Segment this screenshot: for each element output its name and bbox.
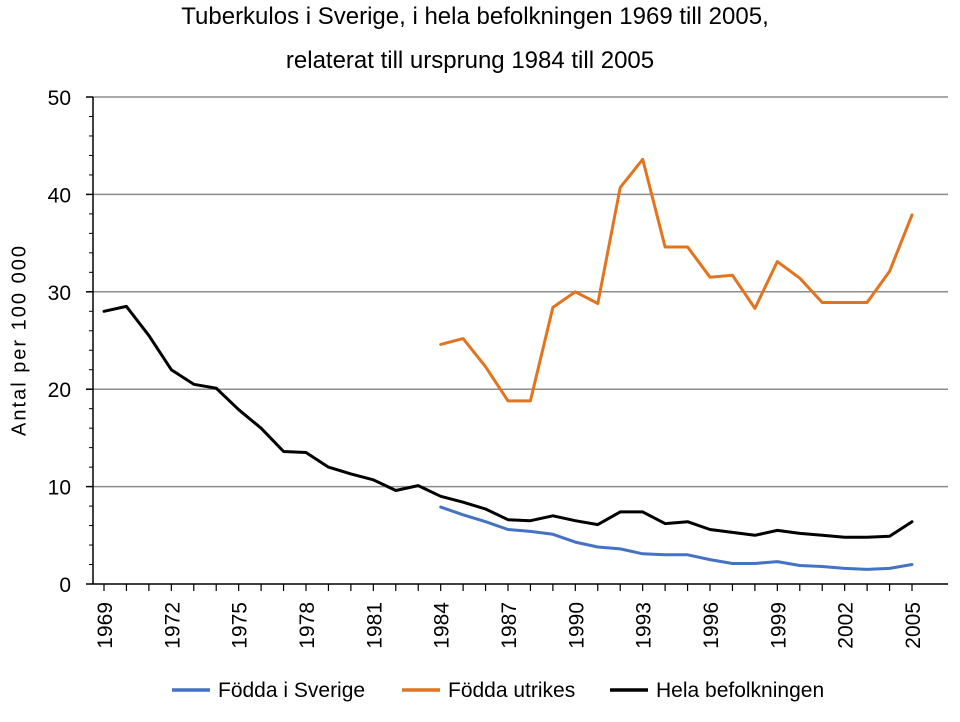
x-tick-label: 1975	[229, 602, 252, 649]
x-tick-label: 1990	[565, 602, 588, 649]
x-tick-label: 1978	[296, 602, 319, 649]
y-tick-label: 20	[48, 379, 71, 402]
y-tick-label: 40	[48, 184, 71, 207]
x-tick-label: 2005	[902, 602, 925, 649]
series-line-födda-utrikes	[439, 157, 914, 403]
legend-label: Födda utrikes	[448, 679, 575, 702]
y-tick-label: 30	[48, 282, 71, 305]
x-tick-label: 1996	[700, 602, 723, 649]
series-line-hela-befolkningen	[102, 304, 914, 539]
y-axis-ticks: 0 10 20 30 40 50	[48, 87, 93, 597]
legend-label: Hela befolkningen	[656, 679, 824, 702]
x-axis-ticks: 1969 1972 1975 1978 1981 1984 1987 1990 1993 1996…	[94, 584, 925, 649]
x-tick-label: 2002	[835, 602, 858, 649]
y-tick-label: 0	[59, 574, 71, 597]
x-tick-label: 1981	[363, 602, 386, 649]
legend: Födda i Sverige Födda utrikes Hela befolkn…	[172, 679, 824, 702]
x-tick-label: 1972	[161, 602, 184, 649]
x-tick-label: 1993	[633, 602, 656, 649]
legend-label: Födda i Sverige	[218, 679, 365, 702]
x-tick-label: 1999	[767, 602, 790, 649]
y-tick-label: 50	[48, 87, 71, 110]
y-axis-label: Antal per 100 000	[8, 244, 30, 436]
y-tick-label: 10	[48, 477, 71, 500]
gridlines	[93, 96, 948, 488]
chart-title: Tuberkulos i Sverige, i hela befolkninge…	[181, 3, 768, 30]
series-lines	[102, 157, 914, 571]
series-line-födda-i-sverige	[439, 505, 914, 571]
x-tick-label: 1984	[431, 602, 454, 649]
chart-subtitle: relaterat till ursprung 1984 till 2005	[286, 47, 654, 74]
x-tick-label: 1987	[498, 602, 521, 649]
x-tick-label: 1969	[94, 602, 117, 649]
axes	[92, 97, 948, 585]
